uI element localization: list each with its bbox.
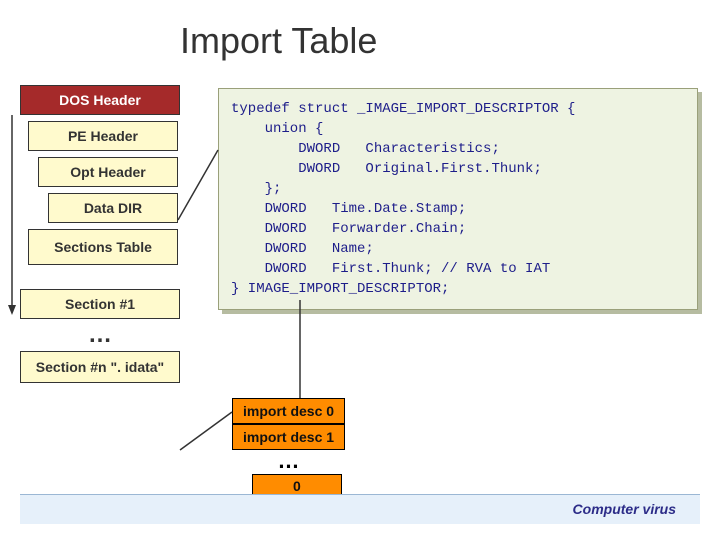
ellipsis-icon: …: [20, 325, 180, 345]
page-title: Import Table: [180, 20, 377, 62]
data-dir-box: Data DIR: [48, 193, 178, 223]
pe-structure-column: DOS Header PE Header Opt Header Data DIR…: [20, 85, 180, 389]
pe-header-box: PE Header: [28, 121, 178, 151]
ellipsis-icon: …: [232, 452, 345, 470]
import-desc-1: import desc 1: [232, 424, 345, 450]
footer-bar: Computer virus: [20, 494, 700, 524]
sections-table-box: Sections Table: [28, 229, 178, 265]
section-n-box: Section #n ". idata": [20, 351, 180, 383]
import-desc-0: import desc 0: [232, 398, 345, 424]
section-1-box: Section #1: [20, 289, 180, 319]
footer-label: Computer virus: [573, 501, 676, 517]
struct-code-block: typedef struct _IMAGE_IMPORT_DESCRIPTOR …: [218, 88, 698, 310]
import-descriptor-array: import desc 0 import desc 1 … 0: [232, 398, 345, 498]
dos-header-box: DOS Header: [20, 85, 180, 115]
opt-header-box: Opt Header: [38, 157, 178, 187]
